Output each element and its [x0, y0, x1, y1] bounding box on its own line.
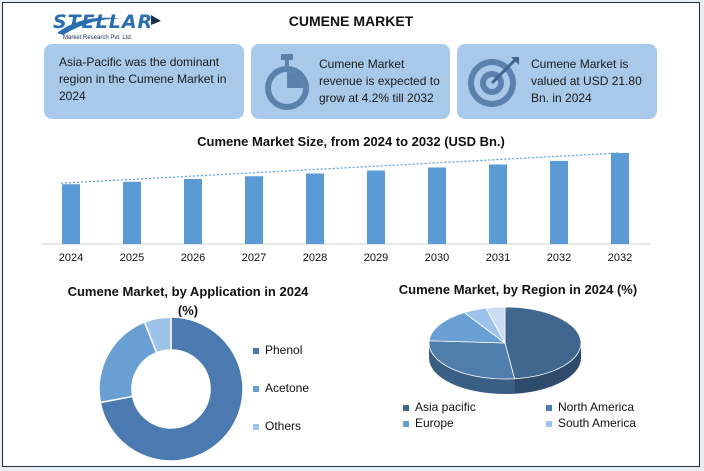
page-title: CUMENE MARKET — [288, 13, 414, 29]
info-card-growth: Cumene Market revenue is expected to gro… — [251, 44, 450, 119]
pie3d-side-wall — [429, 343, 515, 394]
donut-slice-acetone — [98, 321, 158, 404]
bar-tick-label: 2032 — [547, 252, 571, 264]
pie3d-slice-extra-4 — [485, 306, 506, 344]
legend-item-north-america: North America — [546, 400, 634, 414]
legend-item-others: Others — [253, 419, 301, 433]
region-3d-pie-chart — [428, 306, 582, 394]
application-chart-title: Cumene Market, by Application in 2024 (%… — [67, 284, 309, 318]
info-card-region-text: Asia-Pacific was the dominant region in … — [59, 55, 227, 103]
legend-item-europe: Europe — [403, 416, 454, 430]
bar-2032-8 — [550, 160, 568, 244]
bar-chart: 2024 2025 2026 2027 2028 2029 2030 2031 2032 2032 — [41, 152, 651, 264]
application-donut-chart — [98, 316, 244, 462]
legend-label: South America — [558, 416, 637, 430]
bar-chart-title: Cumene Market Size, from 2024 to 2032 (U… — [197, 134, 505, 149]
pie3d-side-wall — [514, 343, 581, 394]
bar-2028-4 — [306, 173, 324, 244]
info-card-region: Asia-Pacific was the dominant region in … — [44, 44, 244, 119]
bar-tick-label: 2025 — [120, 252, 144, 264]
bar-2024-0 — [62, 184, 80, 244]
bar-2030-6 — [428, 167, 446, 244]
bar-2032-9 — [611, 152, 629, 244]
bar-tick-label: 2027 — [242, 252, 266, 264]
stopwatch-icon — [265, 54, 309, 110]
bar-tick-label: 2028 — [303, 252, 327, 264]
pie3d-slice-north-america — [428, 340, 516, 380]
donut-slice-others — [143, 316, 172, 354]
bar-tick-label: 2030 — [425, 252, 449, 264]
legend-label: Others — [265, 419, 302, 433]
legend-label: Phenol — [265, 343, 303, 357]
bar-2027-3 — [245, 176, 263, 244]
bar-tick-label: 2031 — [486, 252, 510, 264]
infographic-frame: STELLAR Market Research Pvt. Ltd. CUMENE… — [2, 2, 700, 467]
legend-item-south-america: South America — [546, 416, 636, 430]
legend-item-phenol: Phenol — [253, 343, 302, 357]
info-card-value-text: Cumene Market is valued at USD 21.80 Bn.… — [531, 57, 642, 105]
bar-2026-2 — [184, 178, 202, 244]
bar-tick-label: 2026 — [181, 252, 205, 264]
info-card-value: Cumene Market is valued at USD 21.80 Bn.… — [457, 44, 657, 119]
bar-tick-label: 2032 — [608, 252, 632, 264]
bar-2025-1 — [123, 181, 141, 244]
target-icon — [468, 57, 519, 107]
legend-label: Acetone — [265, 381, 310, 395]
donut-slice-phenol — [99, 316, 244, 462]
bar-tick-label: 2024 — [59, 252, 83, 264]
bar-trendline — [60, 152, 621, 184]
logo-name: STELLAR — [53, 11, 154, 33]
info-card-growth-text: Cumene Market revenue is expected to gro… — [319, 57, 440, 105]
legend-label: Asia pacific — [415, 400, 476, 414]
legend-label: North America — [558, 400, 635, 414]
bar-2029-5 — [367, 170, 385, 244]
logo-tagline: Market Research Pvt. Ltd. — [63, 35, 133, 41]
bar-tick-label: 2029 — [364, 252, 388, 264]
legend-label: Europe — [415, 416, 454, 430]
region-chart-title: Cumene Market, by Region in 2024 (%) — [398, 282, 638, 297]
pie3d-slice-europe — [428, 312, 507, 344]
bar-2031-7 — [489, 164, 507, 244]
legend-item-acetone: Acetone — [253, 381, 309, 395]
legend-item-asia-pacific: Asia pacific — [403, 400, 476, 414]
pie3d-slice-asia-pacific — [504, 306, 582, 380]
stellar-logo: STELLAR Market Research Pvt. Ltd. — [53, 11, 163, 45]
logo-swoosh-icon — [57, 15, 161, 35]
